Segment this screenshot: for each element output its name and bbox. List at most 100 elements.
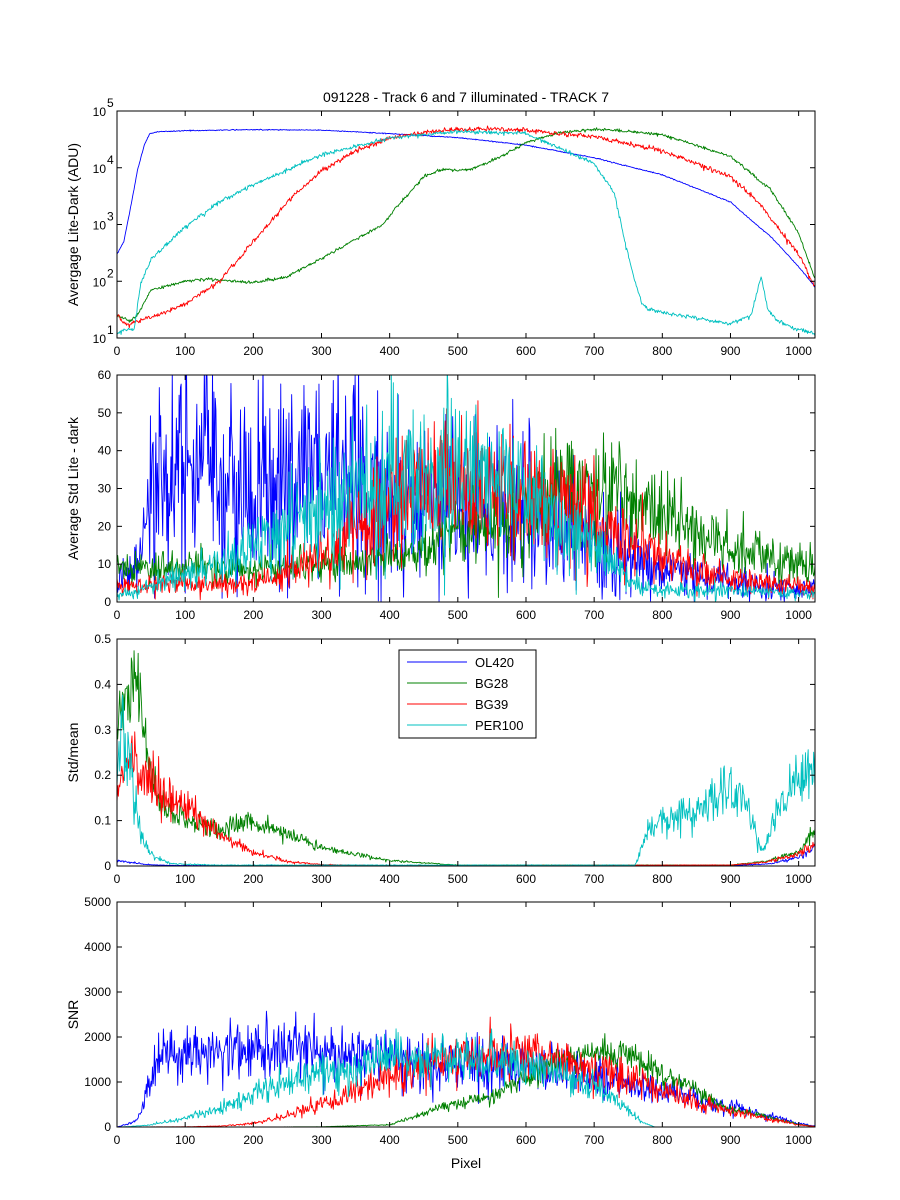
y-tick-label: 10	[98, 557, 112, 571]
x-tick-label: 200	[243, 608, 263, 622]
y-tick-label: 40	[98, 444, 112, 458]
x-tick-label: 100	[175, 608, 195, 622]
series-line-series-3	[117, 400, 815, 601]
series-line-series-1	[117, 375, 815, 602]
series-line-series-2	[117, 127, 815, 323]
x-tick-label: 900	[720, 872, 740, 886]
x-tick-label: 700	[584, 872, 604, 886]
x-tick-label: 800	[652, 608, 672, 622]
x-tick-label: 500	[448, 872, 468, 886]
x-tick-label: 100	[175, 344, 195, 358]
panel-snr: 0 100 200 300 400 500 600 700 800 900 1000 0 1000 200…	[65, 895, 816, 1147]
x-tick-label: 700	[584, 608, 604, 622]
y-tick-label: 0.3	[94, 723, 111, 737]
series-group	[117, 1010, 815, 1127]
y-tick-label: 5000	[84, 895, 111, 909]
series-group	[117, 125, 815, 337]
y-tick-label: 0	[104, 1120, 111, 1134]
legend: OL420 BG28 BG39 PER100	[398, 649, 537, 739]
y-tick-label: 10	[93, 162, 107, 176]
x-tick-label: 0	[114, 608, 121, 622]
x-tick-label: 1000	[785, 608, 812, 622]
y-tick-label: 4000	[84, 940, 111, 954]
y-tick-label: 1000	[84, 1075, 111, 1089]
series-line-series-2	[117, 1033, 815, 1127]
y-tick-exponent: 3	[107, 210, 114, 224]
series-line-series-4	[117, 375, 815, 602]
y-tick-label: 60	[98, 368, 112, 382]
x-tick-label: 500	[448, 608, 468, 622]
x-tick-label: 400	[380, 872, 400, 886]
x-tick-label: 1000	[785, 344, 812, 358]
x-tick-label: 300	[311, 1133, 331, 1147]
x-tick-label: 900	[720, 1133, 740, 1147]
x-tick-label: 200	[243, 872, 263, 886]
panel-average-std: 0 100 200 300 400 500 600 700 800 900 1000 0 10 20 30 4…	[65, 368, 816, 622]
series-line-series-4	[117, 1028, 815, 1127]
y-tick-exponent: 4	[107, 153, 114, 167]
legend-label-bg28: BG28	[475, 676, 508, 691]
x-tick-label: 400	[380, 1133, 400, 1147]
x-tick-label: 1000	[785, 1133, 812, 1147]
y-axis-label: Avergage Lite-Dark (ADU)	[65, 143, 81, 306]
x-tick-label: 800	[652, 344, 672, 358]
legend-box	[398, 649, 537, 739]
series-line-series-4	[117, 128, 815, 337]
x-tick-label: 400	[380, 344, 400, 358]
x-tick-label: 600	[516, 1133, 536, 1147]
x-tick-label: 600	[516, 608, 536, 622]
y-tick-label: 3000	[84, 985, 111, 999]
x-tick-label: 500	[448, 344, 468, 358]
x-tick-label: 200	[243, 1133, 263, 1147]
series-line-series-1	[117, 128, 815, 288]
x-tick-label: 1000	[785, 872, 812, 886]
y-tick-label: 0.1	[94, 814, 111, 828]
x-tick-label: 800	[652, 1133, 672, 1147]
x-tick-label: 700	[584, 344, 604, 358]
y-tick-label: 0.5	[94, 632, 111, 646]
y-tick-label: 0	[104, 859, 111, 873]
x-tick-label: 200	[243, 344, 263, 358]
x-tick-label: 500	[448, 1133, 468, 1147]
y-axis-label: Std/mean	[65, 723, 81, 783]
panel-std-over-mean: 0 100 200 300 400 500 600 700 800 900 1000 0 0.1 0.2 0…	[65, 632, 816, 886]
y-tick-label: 0	[104, 595, 111, 609]
x-tick-label: 300	[311, 608, 331, 622]
y-tick-label: 20	[98, 519, 112, 533]
x-tick-label: 0	[114, 1133, 121, 1147]
y-tick-exponent: 5	[107, 96, 114, 110]
y-tick-label: 50	[98, 406, 112, 420]
y-tick-label: 10	[93, 105, 107, 119]
y-axis-label: Average Std Lite - dark	[65, 416, 81, 560]
y-tick-label: 30	[98, 482, 112, 496]
x-tick-label: 300	[311, 344, 331, 358]
x-tick-label: 700	[584, 1133, 604, 1147]
y-axis-label: SNR	[65, 1000, 81, 1030]
x-tick-label: 0	[114, 872, 121, 886]
legend-label-ol420: OL420	[475, 655, 514, 670]
x-tick-label: 100	[175, 1133, 195, 1147]
x-tick-label: 0	[114, 344, 121, 358]
x-tick-label: 300	[311, 872, 331, 886]
x-tick-label: 800	[652, 872, 672, 886]
x-tick-label: 900	[720, 608, 740, 622]
axes-frame	[116, 638, 816, 867]
x-tick-label: 900	[720, 344, 740, 358]
x-tick-label: 100	[175, 872, 195, 886]
y-tick-label: 10	[93, 275, 107, 289]
x-tick-label: 400	[380, 608, 400, 622]
y-tick-label: 10	[93, 332, 107, 346]
axes-frame	[116, 901, 816, 1128]
panel-average-lite-dark: 0 100 200 300 400 500 600 700 800 900 100010110210…	[65, 96, 816, 358]
figure-title: 091228 - Track 6 and 7 illuminated - TRA…	[323, 89, 609, 105]
y-tick-label: 2000	[84, 1030, 111, 1044]
legend-label-per100: PER100	[475, 718, 523, 733]
series-line-per100	[117, 694, 815, 866]
y-tick-label: 0.4	[94, 677, 111, 691]
y-tick-label: 10	[93, 219, 107, 233]
y-tick-label: 0.2	[94, 768, 111, 782]
x-tick-label: 600	[516, 872, 536, 886]
legend-label-bg39: BG39	[475, 697, 508, 712]
